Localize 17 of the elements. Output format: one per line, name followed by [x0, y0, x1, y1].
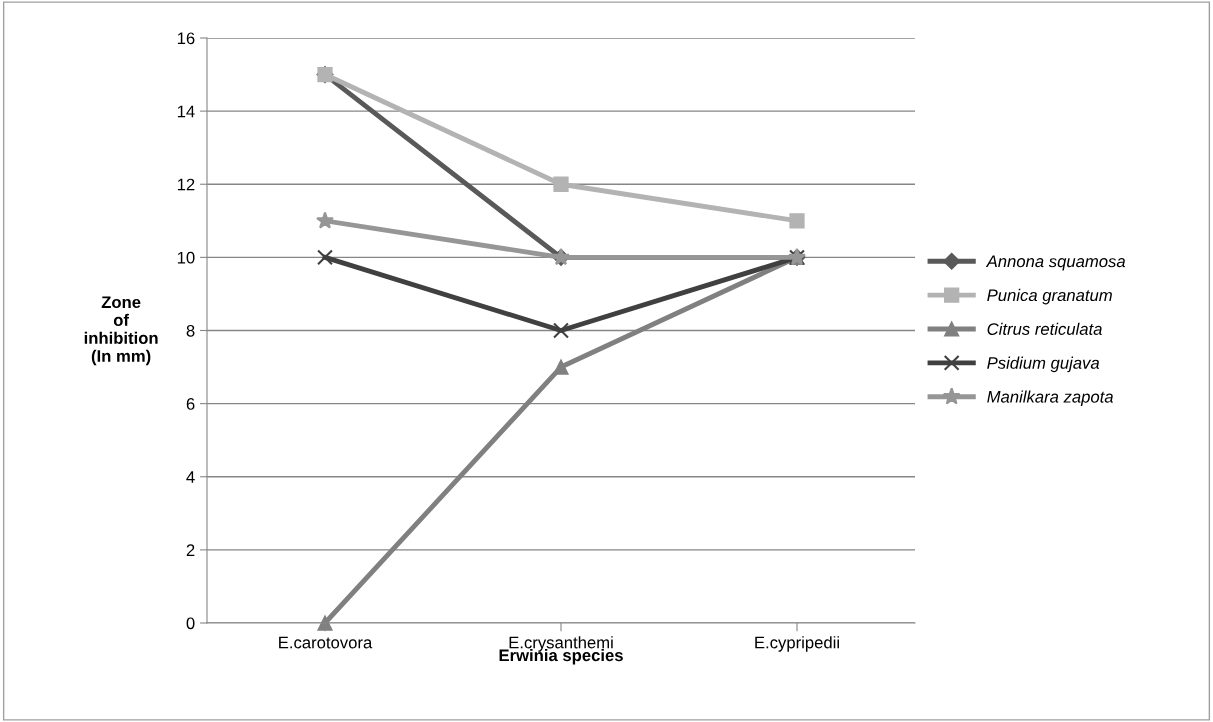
- y-tick-label: 16: [177, 32, 195, 45]
- x-tick-label: E.carotovora: [279, 636, 373, 649]
- y-tick-label: 0: [186, 617, 195, 630]
- y-tick-label: 14: [177, 105, 195, 118]
- y-tick-label: 8: [186, 324, 195, 337]
- legend-label: Psidium gujava: [987, 356, 1100, 373]
- y-tick-label: 12: [177, 178, 195, 191]
- legend-label: Manilkara zapota: [987, 390, 1114, 407]
- y-tick-label: 10: [177, 251, 195, 264]
- y-tick-label: 2: [186, 544, 195, 556]
- y-tick-label: 6: [186, 398, 195, 410]
- y-axis-title: Zone of inhibition (In mm): [84, 296, 158, 366]
- legend-label: Citrus reticulata: [987, 322, 1102, 335]
- legend-label: Annona squamosa: [985, 255, 1126, 271]
- x-tick-label: E.cypripedii: [755, 636, 839, 652]
- y-tick-label: 4: [186, 471, 195, 483]
- legend-label: Punica granatum: [987, 288, 1112, 305]
